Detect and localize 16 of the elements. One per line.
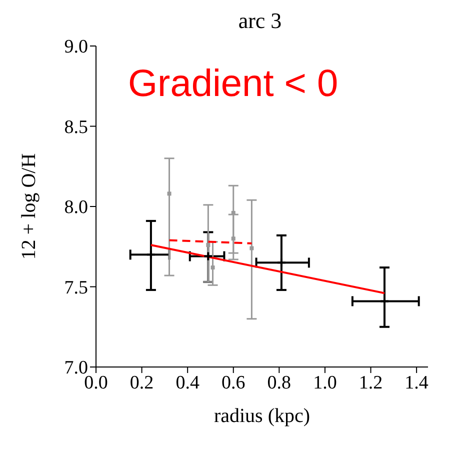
x-tick-label: 0.2 <box>130 372 154 394</box>
x-tick-label: 1.4 <box>404 372 429 394</box>
y-tick-label: 9.0 <box>64 36 88 58</box>
x-axis-title: radius (kpc) <box>214 405 310 427</box>
y-tick-label: 8.5 <box>64 116 88 138</box>
x-tick-label: 1.0 <box>313 372 337 394</box>
y-tick-label: 8.0 <box>64 197 88 218</box>
chart-title: arc 3 <box>237 8 283 34</box>
x-tick-label: 1.2 <box>358 372 383 394</box>
x-tick-label: 0.4 <box>176 372 200 394</box>
annotation: Gradient < 0 <box>128 63 338 106</box>
x-tick-label: 0.6 <box>222 372 246 394</box>
x-tick-label: 0.0 <box>84 372 108 394</box>
y-axis-title: 12 + log O/H <box>18 153 40 260</box>
y-tick-label: 7.5 <box>64 277 88 298</box>
x-tick-label: 0.8 <box>267 372 292 394</box>
